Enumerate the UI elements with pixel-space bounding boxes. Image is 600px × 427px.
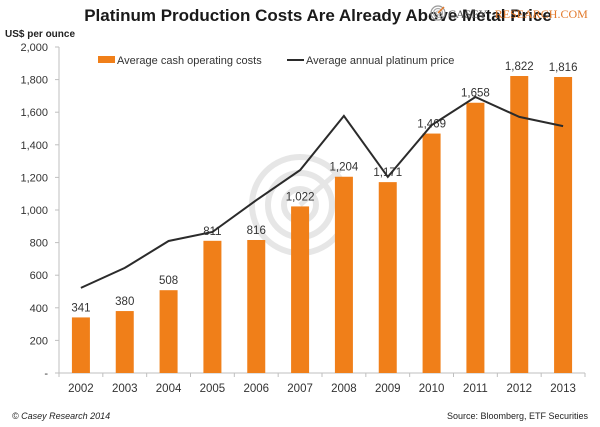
- svg-text:Casey Research.com: Casey Research.com: [448, 5, 588, 22]
- bar-value-label: 1,816: [549, 62, 578, 74]
- y-tick-label: 1,800: [20, 75, 48, 87]
- bar: [422, 133, 441, 373]
- y-tick-label: 600: [30, 270, 48, 282]
- y-tick-label: 2,000: [20, 42, 48, 54]
- source-text: Source: Bloomberg, ETF Securities: [447, 411, 589, 421]
- legend-swatch-costs: [98, 56, 115, 63]
- x-tick-label: 2004: [156, 383, 182, 395]
- y-axis-unit-label: US$ per ounce: [5, 29, 75, 40]
- y-tick-label: 1,600: [20, 107, 48, 119]
- x-axis: 2002 2003 2004 2005 2006 2007 2008 2009 2010 2011…: [58, 372, 586, 395]
- y-tick-label: 200: [30, 335, 48, 347]
- legend-label-price: Average annual platinum price: [306, 55, 454, 67]
- bar-value-label: 380: [115, 296, 134, 308]
- x-tick-label: 2011: [463, 383, 488, 395]
- y-axis: - 200 400 600 800 1,000 1,200 1,400 1,600 1,800 2,…: [20, 42, 60, 380]
- x-tick-label: 2002: [68, 383, 94, 395]
- bar: [291, 206, 310, 373]
- x-tick-label: 2005: [200, 383, 226, 395]
- y-tick-label: 1,400: [20, 140, 48, 152]
- x-tick-label: 2012: [506, 383, 532, 395]
- bar-value-label: 1,822: [505, 61, 534, 73]
- casey-logo: Casey Research.com: [430, 5, 588, 22]
- y-tick-label: 400: [30, 303, 48, 315]
- legend-label-costs: Average cash operating costs: [117, 55, 262, 67]
- logo-casey: Casey: [448, 7, 488, 21]
- bar-value-label: 816: [247, 225, 266, 237]
- bar: [115, 311, 134, 373]
- bar: [203, 240, 222, 373]
- bar-value-label: 1,204: [330, 162, 359, 174]
- x-tick-label: 2008: [331, 383, 357, 395]
- bar: [510, 76, 529, 373]
- chart-title: Platinum Production Costs Are Already Ab…: [84, 6, 552, 25]
- bar-value-label: 1,022: [286, 191, 315, 203]
- legend: Average cash operating costs Average ann…: [98, 55, 454, 67]
- bar: [554, 76, 573, 373]
- bar-value-label: 1,171: [373, 167, 402, 179]
- y-tick-label: 800: [30, 238, 48, 250]
- bar: [71, 317, 90, 373]
- copyright-text: © Casey Research 2014: [12, 411, 110, 421]
- line-series: [80, 95, 564, 289]
- y-tick-label: 1,000: [20, 205, 48, 217]
- y-tick-label: 1,200: [20, 172, 48, 184]
- price-line: [80, 95, 564, 289]
- bar-value-label: 341: [71, 302, 90, 314]
- bar: [466, 102, 485, 373]
- x-tick-label: 2003: [112, 383, 138, 395]
- bar: [334, 176, 353, 373]
- bar-value-label: 508: [159, 275, 178, 287]
- y-tick-label: -: [44, 368, 48, 380]
- x-tick-label: 2006: [243, 383, 269, 395]
- x-tick-label: 2009: [375, 383, 401, 395]
- bar-value-label: 1,658: [461, 88, 490, 100]
- logo-swirl-icon: [430, 5, 446, 21]
- x-tick-label: 2007: [287, 383, 313, 395]
- legend-item-costs: Average cash operating costs: [98, 55, 262, 67]
- bar: [247, 239, 266, 373]
- bar: [159, 290, 178, 373]
- legend-item-price: Average annual platinum price: [287, 55, 454, 67]
- bar-series: [71, 76, 573, 373]
- x-tick-label: 2013: [550, 383, 576, 395]
- bar: [378, 182, 397, 373]
- logo-research: Research.com: [495, 7, 588, 21]
- x-tick-label: 2010: [419, 383, 445, 395]
